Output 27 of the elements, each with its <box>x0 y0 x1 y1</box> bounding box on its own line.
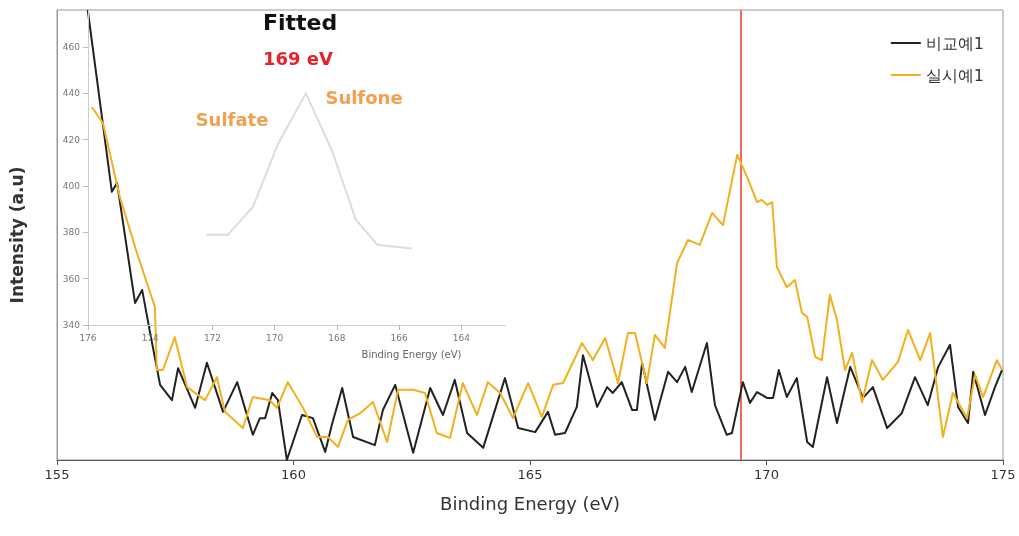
x-tick-label: 155 <box>44 467 70 482</box>
x-tick-label: 168 <box>328 332 346 343</box>
x-tick-label: 176 <box>79 332 97 343</box>
x-tick-label: 175 <box>990 467 1016 482</box>
x-tick-label: 160 <box>281 467 306 482</box>
x-axis-title: Binding Energy (eV) <box>361 348 462 360</box>
x-tick-label: 170 <box>266 332 284 343</box>
x-tick-label: 164 <box>452 332 471 343</box>
x-tick-label: 166 <box>390 332 409 343</box>
y-tick-label: 380 <box>62 227 81 238</box>
annotation: Sulfate <box>195 108 269 130</box>
y-tick-label: 460 <box>62 42 81 53</box>
y-axis-title: Intensity (a.u) <box>6 166 27 304</box>
y-tick-label: 420 <box>62 134 81 145</box>
y-tick-label: 340 <box>62 320 81 330</box>
annotation: Sulfone <box>325 86 403 108</box>
chart-title: Fitted <box>263 9 338 35</box>
legend-label: 비교예1 <box>925 33 985 53</box>
x-axis-title: Binding Energy (eV) <box>440 492 620 514</box>
y-tick-label: 400 <box>62 181 81 192</box>
annotation: 169 eV <box>263 47 334 69</box>
y-tick-label: 440 <box>62 88 81 99</box>
y-tick-label: 360 <box>62 273 81 284</box>
x-tick-label: 165 <box>517 467 543 482</box>
legend-label: 실시예1 <box>925 65 985 85</box>
x-tick-label: 172 <box>203 332 222 343</box>
x-tick-label: 170 <box>754 467 779 482</box>
